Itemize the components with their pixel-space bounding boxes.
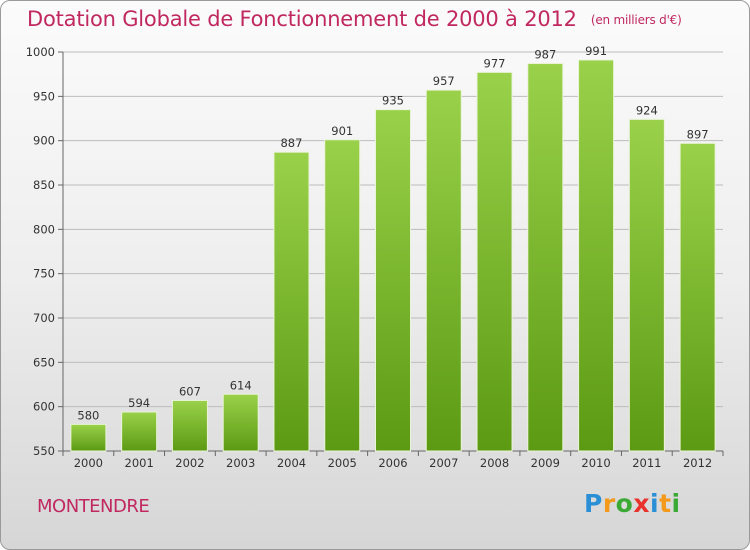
x-tick-label: 2012 [683,456,712,470]
x-tick-label: 2002 [175,456,204,470]
x-tick-label: 2008 [480,456,509,470]
y-tick-label: 650 [33,355,55,369]
bar [425,89,462,452]
logo-letter: t [659,489,672,518]
chart-subtitle: (en milliers d'€) [590,13,682,27]
x-tick-label: 2000 [74,456,103,470]
bar [222,393,259,452]
bar [70,423,107,452]
x-tick-label: 2004 [277,456,306,470]
bar [375,109,411,452]
x-tick-label: 2010 [581,456,610,470]
bar-value-label: 580 [77,408,99,422]
logo-letter: o [615,489,634,518]
bar-value-label: 607 [179,384,201,398]
bar-value-label: 594 [128,396,150,410]
x-tick-label: 2009 [531,456,560,470]
bar [628,118,665,452]
x-tick-label: 2011 [632,456,661,470]
bar [324,139,361,452]
logo-letter: P [584,489,603,518]
x-tick-label: 2001 [125,456,154,470]
x-tick-label: 2003 [226,456,255,470]
chart-title-text: Dotation Globale de Fonctionnement de 20… [27,7,577,31]
bar-value-label: 924 [636,103,658,117]
bar-value-label: 991 [585,44,607,58]
bar-value-label: 901 [331,124,353,138]
bar-value-label: 977 [484,56,506,70]
bar-value-label: 897 [687,127,709,141]
bar-value-label: 887 [280,136,302,150]
logo-letter: r [602,489,616,518]
bar [527,63,564,452]
logo-letter: i [671,489,681,518]
logo-letter: x [633,489,650,518]
bar [121,411,158,452]
bar [476,71,513,452]
bar [578,59,615,452]
y-tick-label: 750 [33,267,55,281]
bar [273,151,310,452]
x-tick-label: 2006 [378,456,407,470]
logo-letter: i [650,489,660,518]
x-tick-label: 2007 [429,456,458,470]
bar-value-label: 614 [230,378,252,392]
y-tick-label: 700 [33,311,55,325]
bar [171,399,208,452]
y-tick-label: 850 [33,178,55,192]
y-tick-label: 1000 [26,45,55,59]
proxiti-logo: Proxiti [584,489,681,518]
bar-value-label: 935 [382,94,404,108]
y-tick-label: 550 [33,444,55,458]
chart-title: Dotation Globale de Fonctionnement de 20… [27,7,682,31]
x-tick-label: 2005 [328,456,357,470]
bar-value-label: 987 [534,48,556,62]
y-tick-label: 950 [33,89,55,103]
commune-name: MONTENDRE [37,496,150,517]
y-tick-label: 800 [33,222,55,236]
y-tick-label: 600 [33,400,55,414]
y-tick-label: 900 [33,134,55,148]
bar [679,142,716,452]
bar-value-label: 957 [433,74,455,88]
